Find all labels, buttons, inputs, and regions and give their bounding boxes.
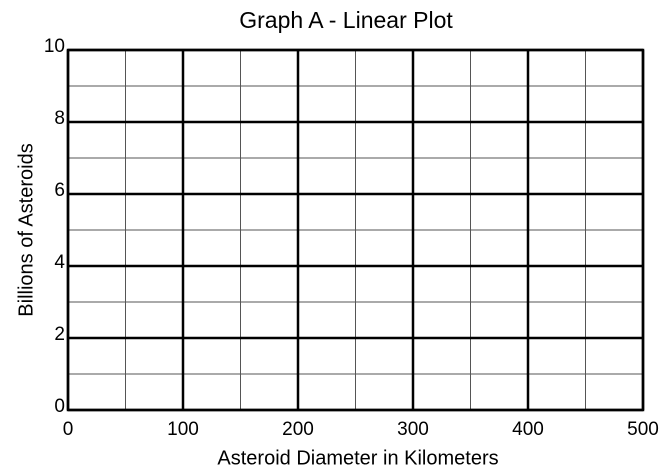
x-tick-label: 300	[397, 419, 429, 440]
x-tick-label: 200	[282, 419, 314, 440]
x-tick-label: 100	[167, 419, 199, 440]
chart-title: Graph A - Linear Plot	[239, 7, 453, 33]
x-tick-label: 400	[512, 419, 544, 440]
y-tick-label: 2	[54, 324, 65, 345]
y-tick-label: 10	[44, 36, 65, 57]
y-tick-label: 6	[54, 180, 65, 201]
x-tick-label: 500	[627, 419, 659, 440]
x-axis-label: Asteroid Diameter in Kilometers	[217, 447, 498, 469]
plot-border	[66, 48, 645, 412]
y-tick-label: 0	[54, 396, 65, 417]
y-axis-label: Billions of Asteroids	[15, 143, 37, 316]
x-tick-label: 0	[63, 419, 74, 440]
y-tick-label: 8	[54, 108, 65, 129]
y-tick-label: 4	[54, 252, 65, 273]
